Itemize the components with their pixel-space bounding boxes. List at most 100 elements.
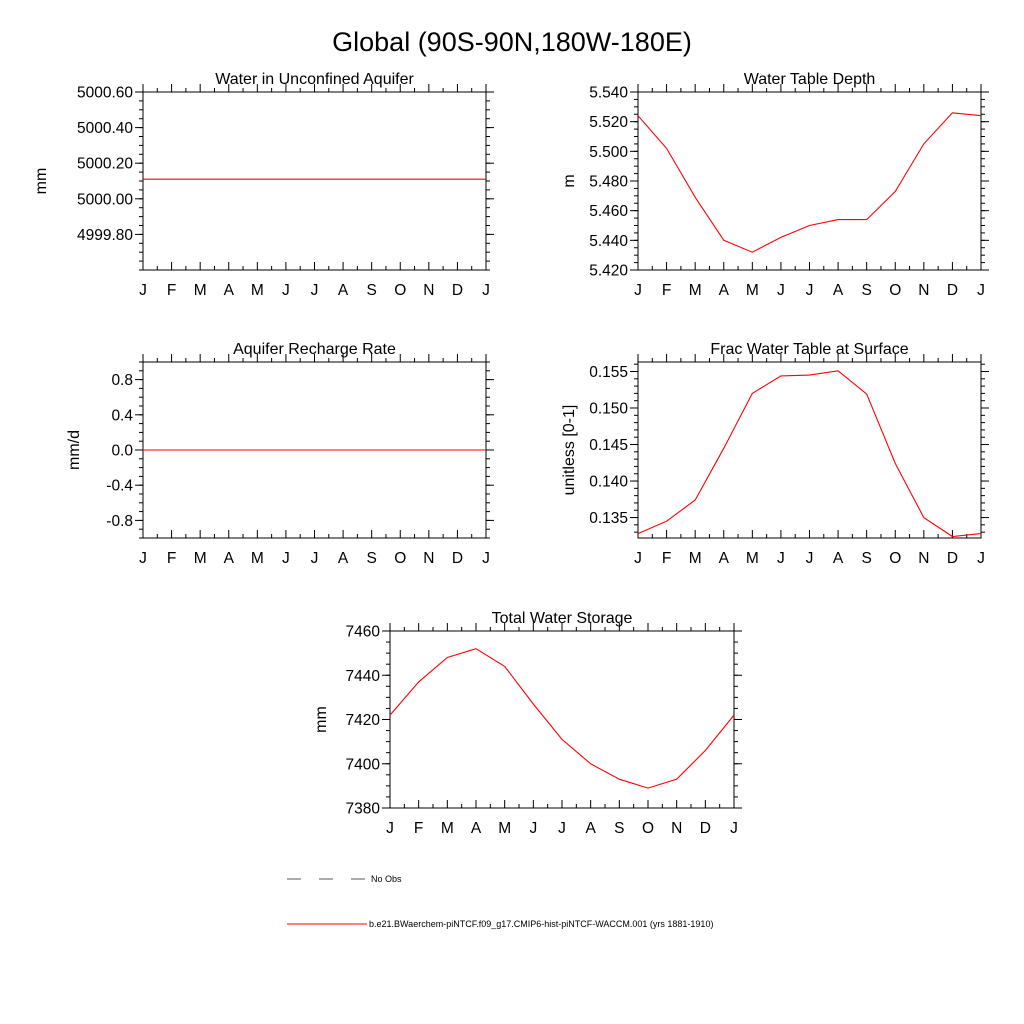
- x-tick-label: J: [386, 820, 394, 837]
- plot-title: Water in Unconfined Aquifer: [215, 71, 414, 88]
- x-tick-label: J: [311, 282, 319, 299]
- x-tick-label: M: [689, 282, 702, 299]
- x-tick-label: A: [338, 550, 349, 567]
- y-tick-label: -0.4: [106, 478, 133, 495]
- series-line: [637, 370, 982, 538]
- x-tick-label: J: [529, 820, 537, 837]
- plot-frame: [142, 91, 487, 271]
- x-tick-label: O: [642, 820, 654, 837]
- y-tick-label: 5000.60: [77, 85, 133, 102]
- x-tick-label: N: [423, 550, 434, 567]
- y-tick-label: 0.0: [111, 443, 133, 460]
- y-tick-label: 0.145: [589, 437, 628, 454]
- y-tick-label: 0.150: [589, 401, 628, 418]
- x-tick-label: F: [414, 820, 423, 837]
- x-tick-label: N: [423, 282, 434, 299]
- x-tick-label: D: [700, 820, 711, 837]
- x-tick-label: J: [977, 282, 985, 299]
- x-tick-label: J: [634, 282, 642, 299]
- y-axis-label: mm/d: [66, 430, 83, 470]
- y-tick-label: 5000.00: [77, 191, 133, 208]
- x-tick-label: S: [861, 550, 871, 567]
- y-axis-label: mm: [33, 168, 50, 195]
- plot-frame: [637, 361, 982, 539]
- x-tick-label: M: [746, 550, 759, 567]
- y-tick-label: 7440: [346, 668, 381, 685]
- x-tick-label: M: [498, 820, 511, 837]
- x-tick-label: A: [833, 282, 844, 299]
- x-tick-label: A: [224, 550, 235, 567]
- x-tick-label: S: [366, 282, 376, 299]
- y-tick-label: 7460: [346, 624, 381, 641]
- legend-obs-label: No Obs: [371, 874, 402, 884]
- figure-title: Global (90S-90N,180W-180E): [332, 27, 692, 57]
- x-tick-label: D: [947, 282, 958, 299]
- y-axis-label: m: [561, 174, 578, 187]
- y-tick-label: 5.460: [589, 203, 628, 220]
- legend: No Obs b.e21.BWaerchem-piNTCF.f09_g17.CM…: [287, 874, 713, 929]
- plot-frame: [637, 91, 982, 271]
- x-tick-label: A: [471, 820, 482, 837]
- x-tick-label: N: [671, 820, 682, 837]
- y-tick-label: 5000.40: [77, 120, 133, 137]
- x-tick-label: J: [777, 550, 785, 567]
- y-tick-label: 7400: [346, 756, 381, 773]
- x-tick-label: J: [139, 282, 147, 299]
- x-tick-label: J: [482, 282, 490, 299]
- x-tick-label: J: [806, 282, 814, 299]
- plot-title: Aquifer Recharge Rate: [233, 341, 396, 358]
- y-tick-label: 0.155: [589, 364, 628, 381]
- y-tick-label: 5.540: [589, 85, 628, 102]
- x-tick-label: M: [441, 820, 454, 837]
- x-tick-label: S: [861, 282, 871, 299]
- x-tick-label: M: [194, 282, 207, 299]
- x-tick-label: J: [777, 282, 785, 299]
- x-tick-label: A: [585, 820, 596, 837]
- x-tick-label: N: [918, 282, 929, 299]
- y-tick-label: 5.480: [589, 174, 628, 191]
- y-tick-label: 7420: [346, 712, 381, 729]
- x-tick-label: S: [366, 550, 376, 567]
- y-tick-label: 7380: [346, 801, 381, 818]
- x-tick-label: O: [889, 550, 901, 567]
- plot-frame: [389, 630, 735, 809]
- x-tick-label: A: [338, 282, 349, 299]
- y-tick-label: 0.4: [111, 407, 133, 424]
- x-tick-label: A: [224, 282, 235, 299]
- y-axis-label: mm: [313, 706, 330, 733]
- x-tick-label: J: [282, 282, 290, 299]
- y-axis-label: unitless [0-1]: [561, 405, 578, 496]
- x-tick-label: M: [689, 550, 702, 567]
- y-tick-label: 5000.20: [77, 156, 133, 173]
- y-tick-label: 5.520: [589, 114, 628, 131]
- y-tick-label: 5.440: [589, 233, 628, 250]
- x-tick-label: J: [977, 550, 985, 567]
- series-line: [637, 112, 982, 253]
- y-tick-label: 0.140: [589, 474, 628, 491]
- x-tick-label: F: [662, 550, 671, 567]
- y-tick-label: 4999.80: [77, 227, 133, 244]
- x-tick-label: F: [662, 282, 671, 299]
- x-tick-label: M: [251, 282, 264, 299]
- x-tick-label: D: [947, 550, 958, 567]
- x-tick-label: O: [394, 282, 406, 299]
- y-tick-label: 0.8: [111, 372, 133, 389]
- x-tick-label: M: [251, 550, 264, 567]
- x-tick-label: M: [194, 550, 207, 567]
- x-tick-label: O: [889, 282, 901, 299]
- x-tick-label: J: [634, 550, 642, 567]
- x-tick-label: J: [558, 820, 566, 837]
- x-tick-label: F: [167, 550, 176, 567]
- y-tick-label: 5.420: [589, 263, 628, 280]
- plot-title: Frac Water Table at Surface: [710, 341, 908, 358]
- x-tick-label: O: [394, 550, 406, 567]
- x-tick-label: A: [833, 550, 844, 567]
- x-tick-label: S: [614, 820, 624, 837]
